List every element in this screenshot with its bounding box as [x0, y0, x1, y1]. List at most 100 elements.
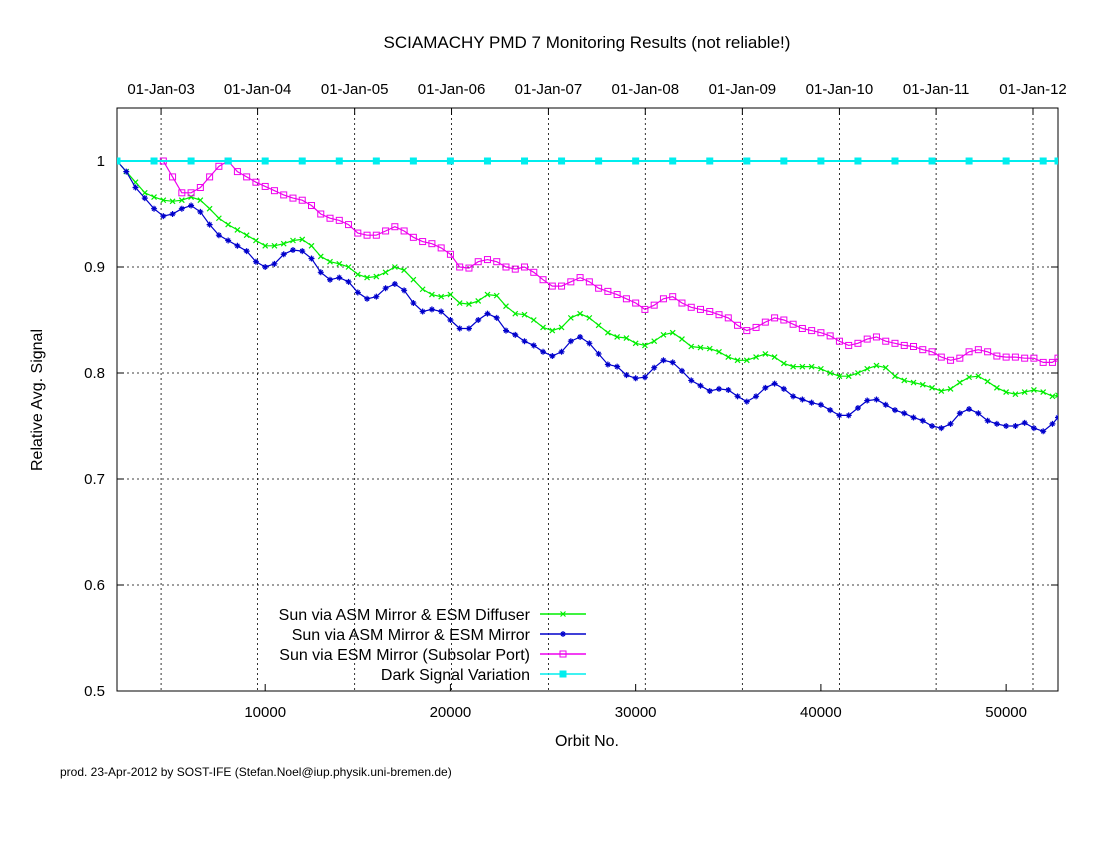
- series-point-subsolar: [1011, 353, 1019, 361]
- series-point-esm-mirror: [560, 631, 566, 637]
- series-point-diffuser: [401, 267, 408, 274]
- series-point-subsolar: [798, 324, 806, 332]
- series-point-subsolar: [233, 168, 241, 176]
- series-point-diffuser: [141, 189, 148, 196]
- series-point-subsolar: [956, 354, 964, 362]
- series-point-esm-mirror: [706, 388, 713, 395]
- series-point-esm-mirror: [484, 310, 491, 317]
- series-point-subsolar: [937, 353, 945, 361]
- series-point-subsolar: [650, 301, 658, 309]
- top-axis-label: 01-Jan-11: [903, 81, 969, 98]
- series-point-diffuser: [1030, 387, 1037, 393]
- series-point-esm-mirror: [734, 393, 741, 400]
- series-point-subsolar: [743, 327, 751, 335]
- series-point-diffuser: [771, 354, 778, 361]
- series-point-subsolar: [984, 348, 992, 356]
- series-point-diffuser: [1055, 392, 1058, 399]
- series-point-esm-mirror: [780, 385, 787, 392]
- series-point-diffuser: [882, 364, 889, 371]
- series-point-subsolar: [521, 263, 529, 271]
- series-point-esm-mirror: [623, 372, 630, 379]
- series-point-esm-mirror: [428, 306, 435, 313]
- series-point-esm-mirror: [364, 295, 371, 302]
- series-point-subsolar: [243, 173, 251, 181]
- series-point-diffuser: [419, 286, 426, 293]
- series-point-diffuser: [808, 363, 815, 370]
- series-point-diffuser: [873, 362, 880, 369]
- series-point-diffuser: [623, 335, 630, 341]
- series-point-diffuser: [317, 253, 324, 260]
- series-point-subsolar: [1030, 354, 1038, 362]
- series-point-esm-mirror: [502, 327, 509, 334]
- series-point-esm-mirror: [410, 300, 417, 307]
- series-point-esm-mirror: [336, 274, 343, 281]
- series-point-subsolar: [891, 339, 899, 347]
- series-point-esm-mirror: [632, 375, 639, 382]
- series-point-esm-mirror: [790, 393, 797, 400]
- series-point-esm-mirror: [956, 410, 963, 417]
- series-point-dark: [1054, 157, 1058, 165]
- series-point-esm-mirror: [252, 258, 259, 265]
- series-point-esm-mirror: [271, 260, 278, 267]
- series-point-subsolar: [974, 346, 982, 354]
- series-point-subsolar: [687, 303, 695, 311]
- series-point-subsolar: [502, 263, 510, 271]
- series-point-subsolar: [307, 202, 315, 210]
- series-point-diffuser: [734, 357, 741, 364]
- series-point-subsolar: [789, 320, 797, 328]
- legend-label: Sun via ESM Mirror (Subsolar Port): [279, 647, 530, 664]
- series-point-diffuser: [466, 301, 472, 308]
- series-point-diffuser: [632, 340, 639, 347]
- series-point-esm-mirror: [882, 401, 889, 408]
- series-point-dark: [854, 157, 862, 165]
- series-point-esm-mirror: [391, 280, 398, 287]
- series-point-diffuser: [558, 324, 565, 331]
- series-point-esm-mirror: [873, 396, 880, 403]
- series-point-diffuser: [725, 354, 732, 361]
- series-group: [117, 157, 1058, 165]
- series-point-subsolar: [622, 295, 630, 303]
- series-point-subsolar: [558, 282, 566, 290]
- series-point-esm-mirror: [308, 255, 315, 262]
- series-point-diffuser: [762, 350, 769, 357]
- series-point-subsolar: [1048, 358, 1056, 366]
- series-point-diffuser: [919, 381, 926, 388]
- series-point-diffuser: [308, 242, 315, 249]
- series-point-esm-mirror: [854, 404, 861, 411]
- series-point-esm-mirror: [354, 289, 361, 296]
- series-point-diffuser: [604, 329, 611, 336]
- series-point-diffuser: [493, 292, 500, 299]
- series-point-diffuser: [966, 374, 973, 381]
- series-point-diffuser: [253, 237, 259, 244]
- series-point-diffuser: [975, 373, 982, 380]
- series-point-diffuser: [160, 197, 167, 204]
- series-point-subsolar: [252, 178, 260, 186]
- series-point-esm-mirror: [725, 386, 732, 393]
- series-point-diffuser: [595, 322, 602, 329]
- top-axis-label: 01-Jan-12: [999, 81, 1067, 98]
- series-point-dark: [372, 157, 380, 165]
- chart-title: SCIAMACHY PMD 7 Monitoring Results (not …: [384, 33, 791, 52]
- y-tick-label: 0.8: [84, 365, 105, 382]
- series-point-subsolar: [576, 274, 584, 282]
- series-point-diffuser: [391, 264, 398, 270]
- series-point-esm-mirror: [762, 384, 769, 391]
- series-point-subsolar: [483, 256, 491, 264]
- series-point-subsolar: [761, 318, 769, 326]
- series-point-subsolar: [289, 194, 297, 202]
- series-point-dark: [706, 157, 714, 165]
- series-point-dark: [1039, 157, 1047, 165]
- series-point-diffuser: [540, 324, 546, 331]
- series-point-esm-mirror: [641, 374, 648, 381]
- series-point-diffuser: [262, 242, 269, 249]
- series-point-esm-mirror: [891, 407, 898, 414]
- series-point-dark: [595, 157, 603, 165]
- series-point-esm-mirror: [688, 377, 695, 384]
- series-point-subsolar: [317, 210, 325, 218]
- series-point-diffuser: [197, 197, 204, 204]
- series-point-diffuser: [938, 388, 945, 394]
- series-point-diffuser: [521, 311, 528, 318]
- series-point-esm-mirror: [660, 357, 667, 364]
- series-point-diffuser: [290, 237, 296, 244]
- series-point-esm-mirror: [817, 401, 824, 408]
